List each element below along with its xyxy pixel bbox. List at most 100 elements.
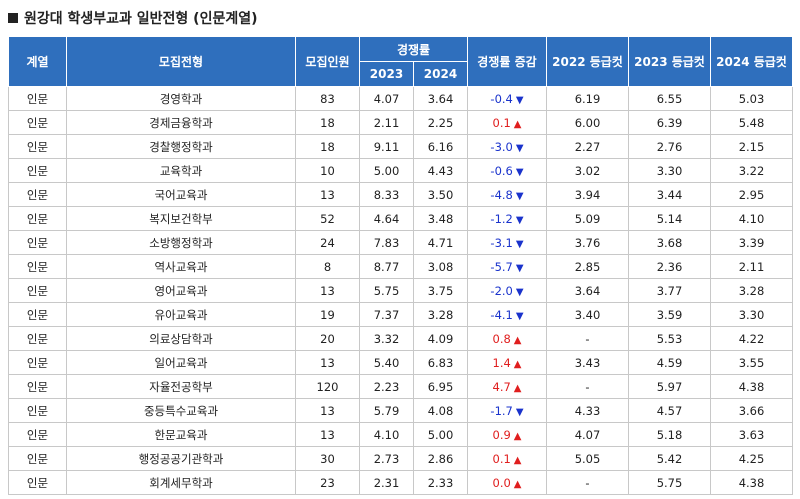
field-cell: 인문 <box>8 446 67 471</box>
cut-2023-cell: 5.75 <box>628 470 711 495</box>
page-title-text: 원강대 학생부교과 일반전형 (인문계열) <box>24 11 258 27</box>
cut-2024-cell: 4.10 <box>710 206 793 231</box>
header-field: 계열 <box>8 36 67 87</box>
cut-2022-cell: 2.85 <box>546 254 629 279</box>
field-cell: 인문 <box>8 206 67 231</box>
competition-2023-cell: 2.23 <box>359 374 414 399</box>
competition-2024-cell: 4.43 <box>413 158 468 183</box>
triangle-up-icon: ▲ <box>513 454 522 466</box>
header-cut-2022: 2022 등급컷 <box>546 36 629 87</box>
triangle-down-icon: ▼ <box>515 262 524 274</box>
cut-2023-cell: 5.18 <box>628 422 711 447</box>
change-cell: -2.0 ▼ <box>467 278 547 303</box>
cut-2022-cell: 3.40 <box>546 302 629 327</box>
header-year-2023: 2023 <box>359 61 414 87</box>
cut-2022-cell: 3.94 <box>546 182 629 207</box>
dept-cell: 일어교육과 <box>66 350 296 375</box>
cut-2022-cell: 6.00 <box>546 110 629 135</box>
dept-cell: 의료상담학과 <box>66 326 296 351</box>
field-cell: 인문 <box>8 254 67 279</box>
table-row: 인문 국어교육과 13 8.33 3.50 -4.8 ▼ 3.94 3.44 2.95 <box>8 182 793 207</box>
field-cell: 인문 <box>8 182 67 207</box>
cut-2024-cell: 4.38 <box>710 374 793 399</box>
admission-table: 계열 모집전형 모집인원 경쟁률 경쟁률 증감 2022 등급컷 2023 등급… <box>8 36 793 495</box>
header-change: 경쟁률 증감 <box>467 36 547 87</box>
cut-2024-cell: 5.48 <box>710 110 793 135</box>
triangle-down-icon: ▼ <box>515 214 524 226</box>
quota-cell: 18 <box>295 110 360 135</box>
table-body: 인문 경영학과 83 4.07 3.64 -0.4 ▼ 6.19 6.55 5.03 인문 경제금융학… <box>8 86 793 495</box>
square-bullet-icon <box>8 13 18 23</box>
quota-cell: 30 <box>295 446 360 471</box>
competition-2023-cell: 2.73 <box>359 446 414 471</box>
competition-2024-cell: 2.33 <box>413 470 468 495</box>
cut-2023-cell: 4.59 <box>628 350 711 375</box>
change-cell: -4.8 ▼ <box>467 182 547 207</box>
dept-cell: 영어교육과 <box>66 278 296 303</box>
cut-2024-cell: 2.95 <box>710 182 793 207</box>
cut-2022-cell: - <box>546 326 629 351</box>
change-cell: -1.2 ▼ <box>467 206 547 231</box>
cut-2024-cell: 4.22 <box>710 326 793 351</box>
triangle-down-icon: ▼ <box>515 166 524 178</box>
cut-2023-cell: 3.68 <box>628 230 711 255</box>
quota-cell: 13 <box>295 182 360 207</box>
quota-cell: 13 <box>295 350 360 375</box>
change-value: -0.4 <box>490 91 513 106</box>
quota-cell: 18 <box>295 134 360 159</box>
triangle-up-icon: ▲ <box>513 430 522 442</box>
competition-2023-cell: 5.79 <box>359 398 414 423</box>
change-value: 0.0 <box>492 475 511 490</box>
dept-cell: 소방행정학과 <box>66 230 296 255</box>
quota-cell: 19 <box>295 302 360 327</box>
cut-2024-cell: 2.11 <box>710 254 793 279</box>
dept-cell: 자율전공학부 <box>66 374 296 399</box>
competition-2024-cell: 6.83 <box>413 350 468 375</box>
field-cell: 인문 <box>8 158 67 183</box>
table-row: 인문 경제금융학과 18 2.11 2.25 0.1 ▲ 6.00 6.39 5.48 <box>8 110 793 135</box>
header-year-2024: 2024 <box>413 61 468 87</box>
table-row: 인문 중등특수교육과 13 5.79 4.08 -1.7 ▼ 4.33 4.57 3.66 <box>8 398 793 423</box>
field-cell: 인문 <box>8 374 67 399</box>
quota-cell: 8 <box>295 254 360 279</box>
triangle-down-icon: ▼ <box>515 406 524 418</box>
table-row: 인문 복지보건학부 52 4.64 3.48 -1.2 ▼ 5.09 5.14 4.10 <box>8 206 793 231</box>
competition-2024-cell: 4.08 <box>413 398 468 423</box>
cut-2024-cell: 4.25 <box>710 446 793 471</box>
change-cell: -1.7 ▼ <box>467 398 547 423</box>
change-value: 0.9 <box>492 427 511 442</box>
cut-2023-cell: 3.59 <box>628 302 711 327</box>
cut-2024-cell: 3.22 <box>710 158 793 183</box>
field-cell: 인문 <box>8 350 67 375</box>
field-cell: 인문 <box>8 230 67 255</box>
table-row: 인문 행정공공기관학과 30 2.73 2.86 0.1 ▲ 5.05 5.42 4.25 <box>8 446 793 471</box>
cut-2023-cell: 3.77 <box>628 278 711 303</box>
competition-2024-cell: 3.64 <box>413 86 468 111</box>
competition-2024-cell: 3.28 <box>413 302 468 327</box>
competition-2024-cell: 3.75 <box>413 278 468 303</box>
dept-cell: 경영학과 <box>66 86 296 111</box>
field-cell: 인문 <box>8 134 67 159</box>
cut-2022-cell: 3.64 <box>546 278 629 303</box>
triangle-down-icon: ▼ <box>515 190 524 202</box>
change-cell: -5.7 ▼ <box>467 254 547 279</box>
competition-2023-cell: 7.83 <box>359 230 414 255</box>
competition-2023-cell: 4.64 <box>359 206 414 231</box>
change-value: -1.7 <box>490 403 513 418</box>
triangle-up-icon: ▲ <box>513 478 522 490</box>
competition-2024-cell: 6.16 <box>413 134 468 159</box>
table-row: 인문 교육학과 10 5.00 4.43 -0.6 ▼ 3.02 3.30 3.22 <box>8 158 793 183</box>
change-value: 0.1 <box>492 115 511 130</box>
change-cell: -0.4 ▼ <box>467 86 547 111</box>
page-title: 원강대 학생부교과 일반전형 (인문계열) <box>8 8 258 28</box>
field-cell: 인문 <box>8 326 67 351</box>
triangle-down-icon: ▼ <box>515 238 524 250</box>
dept-cell: 회계세무학과 <box>66 470 296 495</box>
dept-cell: 복지보건학부 <box>66 206 296 231</box>
triangle-up-icon: ▲ <box>513 358 522 370</box>
change-value: -4.8 <box>490 187 513 202</box>
table-row: 인문 한문교육과 13 4.10 5.00 0.9 ▲ 4.07 5.18 3.63 <box>8 422 793 447</box>
cut-2022-cell: 3.43 <box>546 350 629 375</box>
field-cell: 인문 <box>8 470 67 495</box>
quota-cell: 13 <box>295 278 360 303</box>
